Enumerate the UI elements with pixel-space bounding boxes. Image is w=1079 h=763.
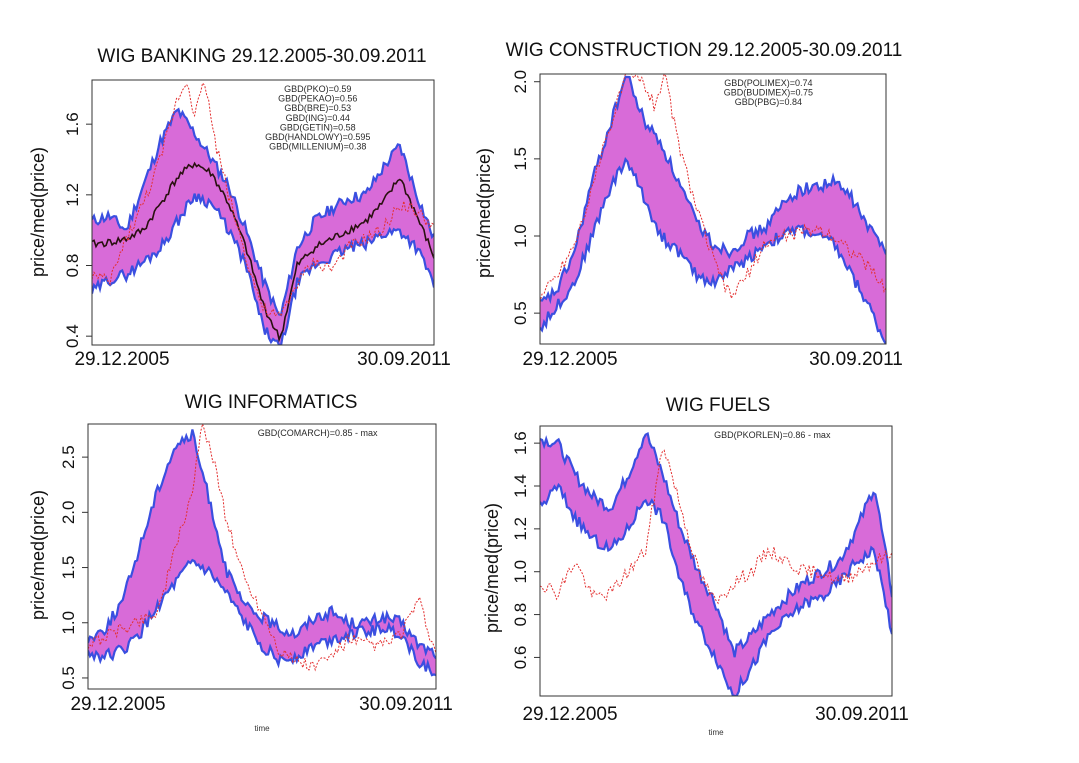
y-tick-label: 1.5 [59, 556, 78, 580]
x-date-label-start: 29.12.2005 [70, 694, 165, 715]
series-lower-line [92, 193, 434, 345]
band-fill [92, 109, 434, 345]
series-lower-line [540, 482, 892, 696]
gbd-annotation: GBD(PKO)=0.59 [284, 84, 351, 94]
y-tick-label: 0.5 [59, 666, 78, 690]
y-tick-label: 0.8 [511, 603, 530, 627]
y-tick-label: 1.2 [63, 183, 82, 207]
gbd-annotation: GBD(PEKAO)=0.56 [278, 94, 357, 104]
series-index-dotted [92, 82, 434, 318]
chart-title: WIG CONSTRUCTION 29.12.2005-30.09.2011 [506, 40, 903, 61]
panel-wig-fuels: WIG FUELS price/med(price) 0.6 0.8 1.0 1.2 1… [482, 395, 909, 737]
panel-wig-construction: WIG CONSTRUCTION 29.12.2005-30.09.2011 p… [474, 40, 903, 370]
band-fill [540, 76, 886, 344]
gbd-annotation: GBD(PKORLEN)=0.86 - max [714, 430, 831, 440]
series-lower-line [540, 157, 886, 344]
series-index-dotted [88, 424, 436, 672]
panel-wig-informatics: WIG INFORMATICS price/med(price) 0.5 1.0 1… [28, 392, 453, 733]
gbd-annotation: GBD(GETIN)=0.58 [280, 122, 356, 132]
chart-title: WIG INFORMATICS [185, 392, 358, 413]
y-tick-label: 1.2 [511, 517, 530, 541]
x-date-label-end: 30.09.2011 [357, 349, 451, 370]
y-tick-label: 1.6 [511, 431, 530, 455]
y-axis-label: price/med(price) [28, 490, 48, 620]
plot-frame [87, 423, 437, 690]
gbd-annotation: GBD(PBG)=0.84 [735, 97, 802, 107]
x-date-label-start: 29.12.2005 [522, 349, 617, 370]
x-date-label-end: 30.09.2011 [815, 704, 909, 725]
series-index-dotted [540, 449, 892, 605]
gbd-annotation: GBD(MILLENIUM)=0.38 [269, 142, 366, 152]
y-tick-label: 1.0 [511, 560, 530, 584]
panel-wig-banking: WIG BANKING 29.12.2005-30.09.2011 price/… [28, 46, 451, 370]
y-tick-label: 2.5 [59, 445, 78, 469]
x-date-label-end: 30.09.2011 [809, 349, 903, 370]
x-date-label-start: 29.12.2005 [74, 349, 169, 370]
series-upper-line [540, 431, 892, 658]
y-tick-label: 0.5 [511, 301, 530, 325]
x-axis-label: time [254, 724, 270, 733]
series-upper-line [88, 429, 436, 660]
y-tick-label: 2.0 [59, 501, 78, 525]
chart-title: WIG FUELS [666, 395, 771, 416]
plot-frame [91, 79, 435, 346]
y-axis-label: price/med(price) [474, 148, 494, 278]
series-upper-line [92, 107, 434, 317]
y-tick-label: 0.8 [63, 254, 82, 278]
y-tick-label: 1.6 [63, 112, 82, 136]
band-fill [88, 429, 436, 676]
x-date-label-end: 30.09.2011 [359, 694, 453, 715]
x-date-label-start: 29.12.2005 [522, 704, 617, 725]
plot-frame [539, 425, 893, 697]
series-upper-line [540, 75, 886, 305]
y-axis-label: price/med(price) [482, 503, 502, 633]
gbd-annotation: GBD(BUDIMEX)=0.75 [724, 88, 813, 98]
series-index-dotted [540, 74, 886, 303]
y-tick-label: 2.0 [511, 70, 530, 94]
plot-frame [539, 73, 887, 345]
x-axis-label: time [708, 728, 724, 737]
y-tick-label: 0.6 [511, 646, 530, 670]
y-tick-label: 1.0 [59, 611, 78, 635]
y-tick-label: 1.0 [511, 224, 530, 248]
series-median-line [92, 161, 434, 343]
chart-title: WIG BANKING 29.12.2005-30.09.2011 [97, 46, 426, 67]
gbd-annotation: GBD(COMARCH)=0.85 - max [258, 428, 378, 438]
gbd-annotation: GBD(HANDLOWY)=0.595 [265, 132, 370, 142]
gbd-annotation: GBD(ING)=0.44 [286, 113, 350, 123]
y-tick-label: 1.4 [511, 474, 530, 498]
y-tick-label: 1.5 [511, 147, 530, 171]
gbd-annotation: GBD(BRE)=0.53 [284, 103, 351, 113]
gbd-annotation: GBD(POLIMEX)=0.74 [724, 78, 812, 88]
y-axis-label: price/med(price) [28, 147, 48, 277]
band-fill [540, 433, 892, 696]
y-tick-label: 0.4 [63, 324, 82, 348]
series-lower-line [88, 558, 436, 677]
